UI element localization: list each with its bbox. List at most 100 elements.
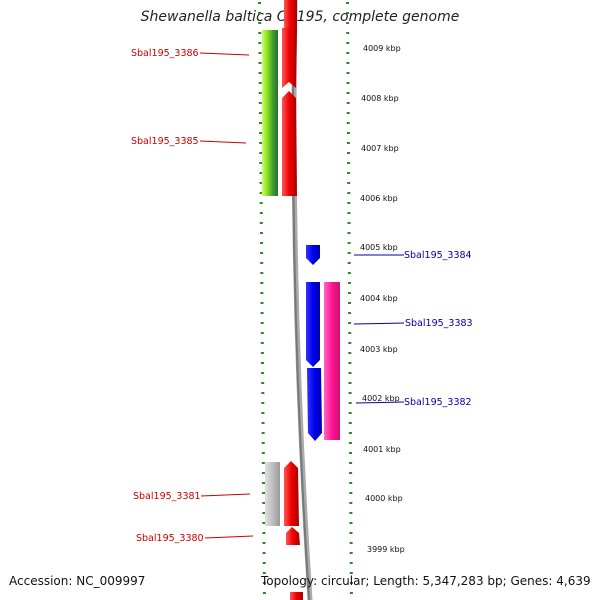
scale-tick bbox=[262, 552, 266, 554]
scale-tick bbox=[260, 282, 264, 284]
gene-partial-bottom bbox=[290, 592, 303, 600]
scale-tick bbox=[261, 402, 265, 404]
scale-tick bbox=[346, 52, 350, 54]
scale-tick bbox=[259, 172, 263, 174]
scale-tick bbox=[261, 382, 265, 384]
leader-3383 bbox=[353, 322, 405, 325]
scale-tick bbox=[260, 352, 264, 354]
kbp-tick-label: 4007 kbp bbox=[361, 144, 399, 153]
scale-tick bbox=[348, 312, 352, 314]
scale-tick bbox=[259, 202, 263, 204]
gene-label-3381[interactable]: Sbal195_3381 bbox=[133, 491, 201, 502]
kbp-tick-label: 4005 kbp bbox=[360, 243, 398, 252]
gene-label-3385[interactable]: Sbal195_3385 bbox=[131, 136, 199, 147]
scale-tick bbox=[258, 72, 262, 74]
leader-3385 bbox=[199, 140, 247, 144]
scale-tick bbox=[262, 562, 266, 564]
kbp-tick-label: 4009 kbp bbox=[363, 44, 401, 53]
gene-3384-blue bbox=[306, 245, 320, 265]
scale-tick bbox=[259, 192, 263, 194]
scale-tick bbox=[347, 252, 351, 254]
scale-tick bbox=[346, 82, 350, 84]
gene-3381-red bbox=[284, 461, 299, 526]
scale-tick bbox=[262, 542, 266, 544]
scale-tick bbox=[347, 172, 351, 174]
scale-tick bbox=[349, 492, 353, 494]
scale-tick bbox=[260, 292, 264, 294]
gene-3386-red bbox=[282, 28, 297, 88]
scale-tick bbox=[260, 322, 264, 324]
scale-tick bbox=[261, 392, 265, 394]
scale-tick bbox=[349, 592, 353, 594]
scale-tick bbox=[260, 312, 264, 314]
scale-tick bbox=[346, 42, 350, 44]
scale-tick bbox=[347, 242, 351, 244]
scale-tick bbox=[261, 452, 265, 454]
scale-tick bbox=[349, 512, 353, 514]
scale-tick bbox=[262, 492, 266, 494]
gene-3382-blue bbox=[307, 368, 322, 441]
scale-tick bbox=[261, 462, 265, 464]
kbp-tick-label: 4000 kbp bbox=[365, 494, 403, 503]
scale-tick bbox=[348, 332, 352, 334]
scale-tick bbox=[260, 242, 263, 244]
right-scale-ticks bbox=[346, 2, 353, 594]
gene-label-3384[interactable]: Sbal195_3384 bbox=[404, 250, 472, 261]
scale-tick bbox=[349, 542, 353, 544]
scale-tick bbox=[260, 332, 264, 334]
kbp-tick-label: 4001 kbp bbox=[363, 445, 401, 454]
scale-tick bbox=[258, 52, 262, 54]
scale-tick bbox=[346, 112, 350, 114]
scale-tick bbox=[346, 62, 350, 64]
kbp-tick-label: 4003 kbp bbox=[360, 345, 398, 354]
scale-tick bbox=[346, 72, 350, 74]
scale-tick bbox=[259, 132, 263, 134]
scale-tick bbox=[262, 582, 266, 584]
scale-tick bbox=[258, 42, 262, 44]
left-scale-ticks bbox=[258, 2, 266, 594]
gene-label-3386[interactable]: Sbal195_3386 bbox=[131, 48, 199, 59]
scale-tick bbox=[349, 552, 353, 554]
scale-tick bbox=[260, 262, 264, 264]
scale-tick bbox=[258, 2, 261, 4]
scale-tick bbox=[347, 282, 351, 284]
scale-tick bbox=[349, 462, 353, 464]
leader-3381 bbox=[200, 493, 251, 497]
scale-tick bbox=[261, 412, 265, 414]
scale-tick bbox=[259, 212, 263, 214]
scale-tick bbox=[258, 92, 262, 94]
gene-3383-blue bbox=[306, 282, 320, 367]
scale-tick bbox=[258, 22, 262, 24]
scale-tick bbox=[349, 502, 353, 504]
scale-tick bbox=[349, 562, 353, 564]
scale-tick bbox=[262, 532, 266, 534]
scale-tick bbox=[258, 112, 262, 114]
scale-tick bbox=[348, 392, 352, 394]
scale-tick bbox=[347, 182, 351, 184]
gene-label-3380[interactable]: Sbal195_3380 bbox=[136, 533, 204, 544]
scale-tick bbox=[260, 252, 264, 254]
kbp-tick-label: 4008 kbp bbox=[361, 94, 399, 103]
scale-tick bbox=[346, 32, 350, 34]
scale-tick bbox=[348, 362, 352, 364]
scale-tick bbox=[346, 12, 350, 14]
scale-tick bbox=[349, 532, 353, 534]
gene-label-3382[interactable]: Sbal195_3382 bbox=[404, 397, 472, 408]
kbp-tick-label: 3999 kbp bbox=[367, 545, 405, 554]
scale-tick bbox=[259, 232, 263, 234]
kbp-tick-label: 4004 kbp bbox=[360, 294, 398, 303]
scale-tick bbox=[349, 572, 353, 574]
scale-tick bbox=[262, 522, 266, 524]
gene-label-3383[interactable]: Sbal195_3383 bbox=[405, 318, 473, 329]
scale-tick bbox=[347, 152, 350, 154]
kbp-tick-label: 4006 kbp bbox=[360, 194, 398, 203]
scale-tick bbox=[262, 502, 266, 504]
scale-tick bbox=[346, 142, 350, 144]
scale-tick bbox=[261, 442, 265, 444]
scale-tick bbox=[261, 422, 265, 424]
scale-tick bbox=[348, 402, 352, 404]
scale-tick bbox=[346, 2, 349, 4]
scale-tick bbox=[349, 522, 353, 524]
scale-tick bbox=[262, 482, 265, 484]
